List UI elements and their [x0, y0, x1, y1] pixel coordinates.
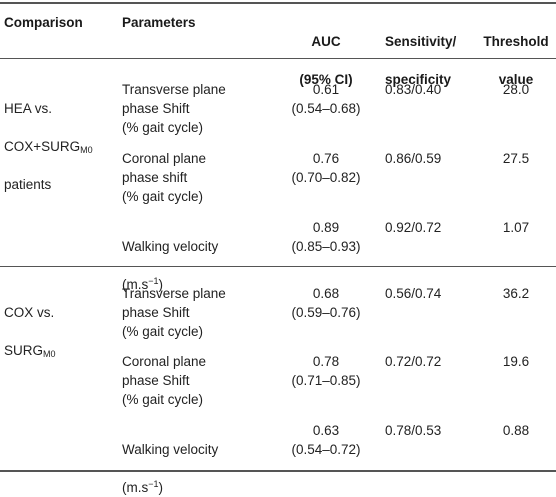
table-row-sens-spec: 0.56/0.74	[385, 286, 442, 301]
header-sensitivity-specificity: Sensitivity/ specificity	[385, 13, 475, 89]
header-sens-line1: Sensitivity/	[385, 34, 457, 49]
group-comparison-hea-vs-cox-surg: HEA vs. COX+SURGM0 patients	[4, 80, 114, 194]
table-row-auc: 0.61 (0.54–0.68)	[291, 82, 361, 116]
header-auc-line2: (95% CI)	[299, 72, 353, 87]
table-row-sens-spec: 0.78/0.53	[385, 423, 442, 438]
table-row-parameter: Walking velocity (m.s−1)	[122, 239, 219, 292]
comparison-line3: patients	[4, 177, 52, 192]
table-row-parameter: Coronal plane phase Shift (% gait cycle)	[122, 354, 207, 407]
header-sens-line2: specificity	[385, 72, 452, 87]
header-rule	[0, 58, 556, 59]
top-rule	[0, 2, 556, 4]
table-row-sens-spec: 0.83/0.40	[385, 82, 442, 97]
table-row-auc: 0.63 (0.54–0.72)	[291, 423, 361, 457]
header-thr-line2: value	[498, 72, 534, 87]
table-row-sens-spec: 0.72/0.72	[385, 354, 442, 369]
group-comparison-cox-vs-surg: COX vs. SURGM0	[4, 284, 114, 360]
header-comparison: Comparison	[4, 15, 83, 30]
group-divider	[0, 266, 556, 267]
comparison-line1: COX vs.	[4, 305, 55, 320]
table-row-threshold: 28.0	[502, 82, 530, 97]
table-row-parameter: Walking velocity (m.s−1)	[122, 442, 219, 495]
table-row-threshold: 27.5	[502, 151, 530, 166]
table-row-threshold: 19.6	[502, 354, 530, 369]
header-parameters: Parameters	[122, 15, 196, 30]
table-row-threshold: 0.88	[502, 423, 530, 438]
bottom-rule	[0, 470, 556, 472]
table-row-parameter: Transverse plane phase Shift (% gait cyc…	[122, 286, 226, 339]
header-auc: AUC (95% CI)	[276, 13, 376, 89]
table-row-auc: 0.78 (0.71–0.85)	[291, 354, 361, 388]
table-row-parameter: Coronal plane phase shift (% gait cycle)	[122, 151, 207, 204]
comparison-line2: SURGM0	[4, 343, 56, 359]
table-row-sens-spec: 0.86/0.59	[385, 151, 442, 166]
table-row-auc: 0.89 (0.85–0.93)	[291, 220, 361, 254]
comparison-line2: COX+SURGM0	[4, 139, 93, 155]
table-row-threshold: 36.2	[502, 286, 530, 301]
header-threshold: Threshold value	[478, 13, 554, 89]
table-row-parameter: Transverse plane phase Shift (% gait cyc…	[122, 82, 226, 135]
header-auc-line1: AUC	[311, 34, 341, 49]
table-row-threshold: 1.07	[502, 220, 530, 235]
comparison-line1: HEA vs.	[4, 101, 53, 116]
table-row-auc: 0.76 (0.70–0.82)	[291, 151, 361, 185]
header-thr-line1: Threshold	[483, 34, 549, 49]
table-row-auc: 0.68 (0.59–0.76)	[291, 286, 361, 320]
table-row-sens-spec: 0.92/0.72	[385, 220, 442, 235]
